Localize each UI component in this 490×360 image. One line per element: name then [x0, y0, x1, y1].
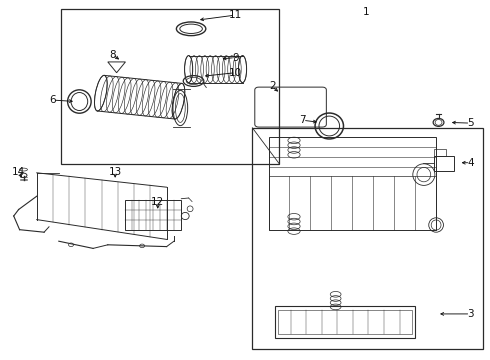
Bar — [269, 137, 436, 230]
Text: 3: 3 — [467, 309, 474, 319]
Text: 9: 9 — [232, 53, 239, 63]
Text: 13: 13 — [108, 167, 122, 177]
Text: 4: 4 — [467, 158, 474, 168]
Text: 5: 5 — [467, 118, 474, 128]
Text: 6: 6 — [49, 95, 56, 105]
Text: 14: 14 — [12, 167, 25, 177]
Text: 2: 2 — [269, 81, 276, 91]
Bar — [61, 9, 279, 164]
Bar — [434, 149, 446, 156]
Text: 10: 10 — [229, 68, 242, 78]
Text: 1: 1 — [363, 6, 370, 17]
Bar — [275, 306, 415, 338]
Text: 12: 12 — [151, 197, 165, 207]
Bar — [434, 156, 454, 171]
Bar — [252, 128, 483, 349]
Bar — [278, 310, 412, 334]
Text: 11: 11 — [228, 10, 242, 20]
Text: 7: 7 — [299, 115, 306, 125]
Text: 8: 8 — [109, 50, 116, 60]
Bar — [125, 200, 181, 230]
